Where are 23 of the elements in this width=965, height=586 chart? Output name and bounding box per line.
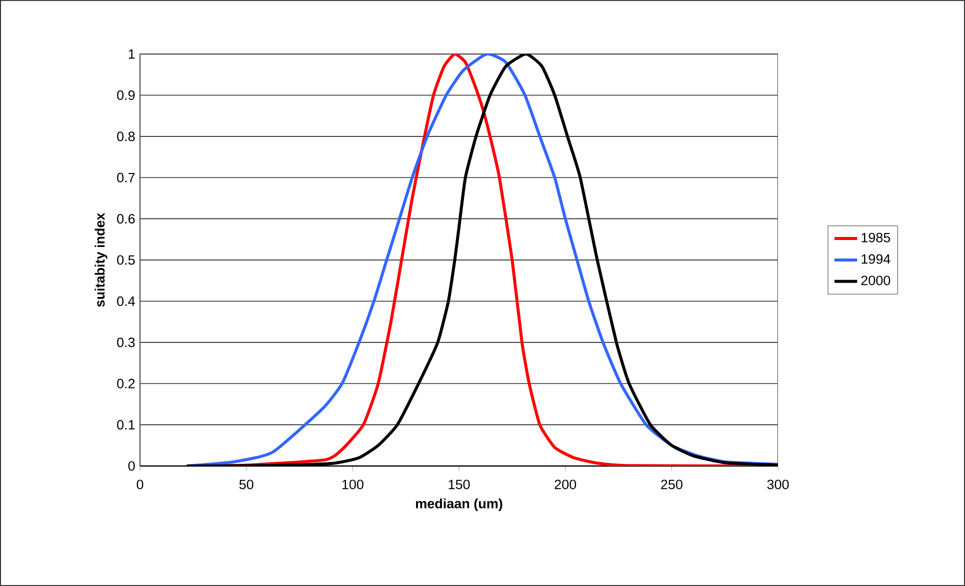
legend-label: 1985	[862, 232, 890, 242]
x-tick-label: 300	[767, 480, 789, 490]
y-axis-title: suitabity index	[94, 212, 108, 307]
x-tick-label: 200	[554, 480, 576, 490]
x-tick-label: 100	[342, 480, 364, 490]
y-tick-label: 0.5	[117, 255, 135, 265]
y-tick-label: 0.7	[117, 172, 135, 182]
y-tick-label: 0.8	[117, 132, 135, 142]
y-tick-label: 0.4	[117, 296, 135, 306]
x-tick-label: 0	[136, 480, 144, 490]
legend-label: 1994	[862, 254, 890, 264]
x-tick-label: 150	[448, 480, 470, 490]
legend-label: 2000	[861, 276, 890, 286]
x-axis-title: mediaan (um)	[416, 498, 502, 512]
y-tick-label: 0.9	[117, 90, 135, 100]
y-tick-label: 0.2	[117, 378, 135, 388]
y-tick-label: 0.6	[117, 214, 135, 224]
y-tick-label: 0.3	[117, 338, 135, 348]
y-tick-label: 0.1	[117, 420, 135, 430]
y-tick-label: 0	[128, 461, 135, 471]
x-tick-label: 50	[239, 480, 254, 490]
y-tick-label: 1	[128, 49, 135, 59]
x-tick-label: 250	[661, 480, 682, 490]
